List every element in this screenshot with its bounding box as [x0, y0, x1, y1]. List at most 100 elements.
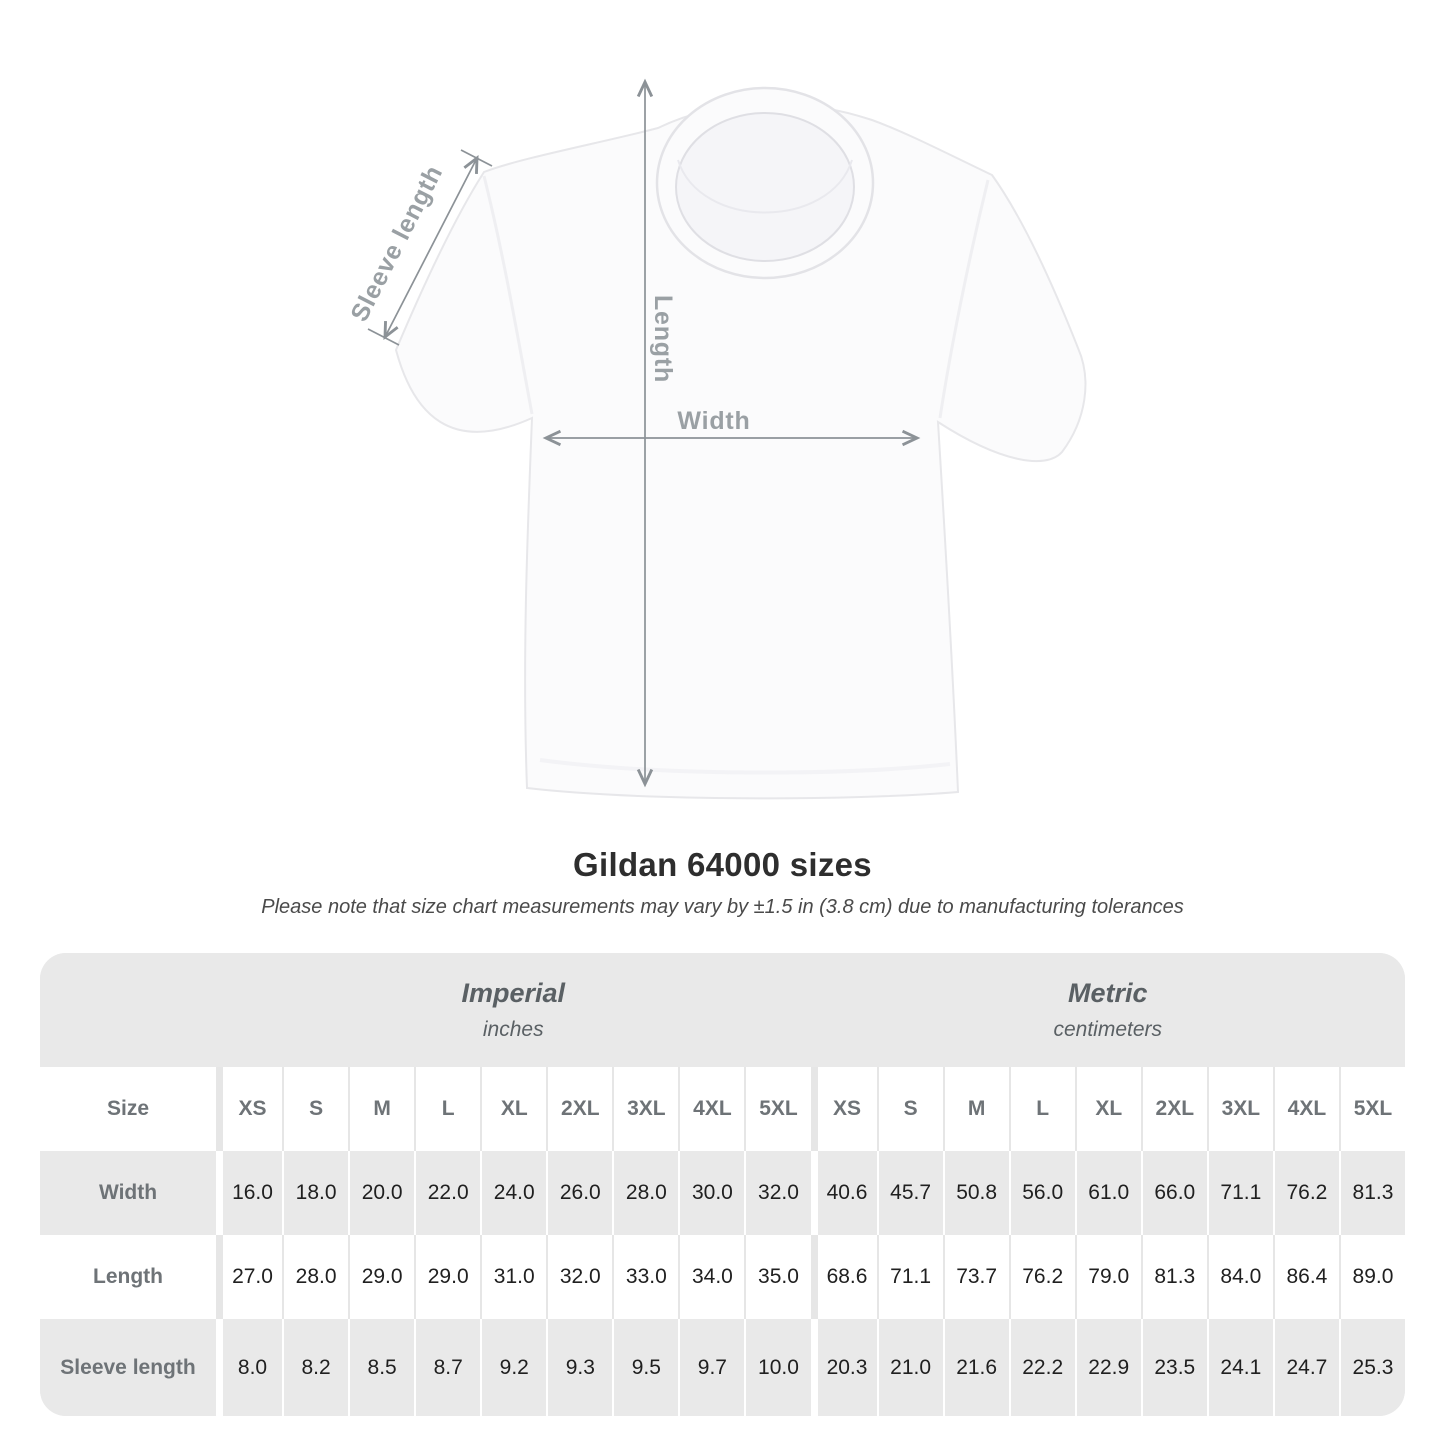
value-cell: 86.4	[1272, 1235, 1339, 1319]
size-col-header: 2XL	[1140, 1067, 1207, 1151]
size-col-header: M	[348, 1067, 415, 1151]
size-col-header: XS	[216, 1067, 283, 1151]
value-cell: 9.3	[546, 1319, 613, 1416]
value-cell: 26.0	[546, 1151, 613, 1235]
value-cell: 34.0	[678, 1235, 745, 1319]
value-cell: 32.0	[546, 1235, 613, 1319]
row-label: Width	[40, 1151, 216, 1235]
imperial-group-header: Imperial inches	[216, 953, 811, 1067]
width-label: Width	[677, 407, 750, 435]
collar-inner	[675, 112, 855, 262]
metric-label: Metric	[1067, 978, 1148, 1008]
value-cell: 18.0	[282, 1151, 349, 1235]
value-cell: 66.0	[1140, 1151, 1207, 1235]
value-cell: 81.3	[1338, 1151, 1405, 1235]
value-cell: 68.6	[810, 1235, 877, 1319]
value-cell: 79.0	[1074, 1235, 1141, 1319]
value-cell: 76.2	[1272, 1151, 1339, 1235]
value-cell: 31.0	[480, 1235, 547, 1319]
value-cell: 28.0	[612, 1151, 679, 1235]
size-col-header: M	[942, 1067, 1009, 1151]
value-cell: 22.0	[414, 1151, 481, 1235]
value-cell: 9.7	[678, 1319, 745, 1416]
table-corner-spacer	[40, 953, 216, 1067]
value-cell: 40.6	[810, 1151, 877, 1235]
value-cell: 45.7	[876, 1151, 943, 1235]
value-cell: 50.8	[942, 1151, 1009, 1235]
value-cell: 71.1	[1206, 1151, 1273, 1235]
tshirt-outline	[394, 102, 1087, 800]
size-col-header: 3XL	[612, 1067, 679, 1151]
value-cell: 76.2	[1008, 1235, 1075, 1319]
value-cell: 22.2	[1008, 1319, 1075, 1416]
value-cell: 8.5	[348, 1319, 415, 1416]
size-col-header: XL	[1074, 1067, 1141, 1151]
value-cell: 81.3	[1140, 1235, 1207, 1319]
value-cell: 56.0	[1008, 1151, 1075, 1235]
value-cell: 71.1	[876, 1235, 943, 1319]
size-col-header: 4XL	[1272, 1067, 1339, 1151]
sleeve-arrow	[383, 154, 479, 341]
value-cell: 20.0	[348, 1151, 415, 1235]
value-cell: 61.0	[1074, 1151, 1141, 1235]
hem-shading	[539, 758, 951, 775]
right-sleeve-seam	[938, 179, 990, 419]
value-cell: 25.3	[1338, 1319, 1405, 1416]
metric-unit: centimeters	[1053, 1018, 1163, 1041]
length-label: Length	[649, 295, 677, 383]
tolerance-note: Please note that size chart measurements…	[261, 896, 1184, 918]
size-col-header: S	[876, 1067, 943, 1151]
value-cell: 24.1	[1206, 1319, 1273, 1416]
size-table: Imperial inches Metric centimeters Size X…	[40, 953, 1405, 1416]
value-cell: 84.0	[1206, 1235, 1273, 1319]
size-col-header: 3XL	[1206, 1067, 1273, 1151]
value-cell: 27.0	[216, 1235, 283, 1319]
value-cell: 24.7	[1272, 1319, 1339, 1416]
tshirt-diagram-svg: Sleeve length Length Width	[345, 78, 1087, 800]
title-block: Gildan 64000 sizes Please note that size…	[0, 846, 1445, 919]
value-cell: 16.0	[216, 1151, 283, 1235]
value-cell: 9.2	[480, 1319, 547, 1416]
value-cell: 28.0	[282, 1235, 349, 1319]
size-col-header: S	[282, 1067, 349, 1151]
value-cell: 24.0	[480, 1151, 547, 1235]
size-col-header: XL	[480, 1067, 547, 1151]
value-cell: 8.7	[414, 1319, 481, 1416]
tshirt-measurement-diagram: Sleeve length Length Width	[345, 78, 1087, 800]
collar-rib-line	[677, 159, 853, 214]
imperial-label: Imperial	[461, 978, 566, 1008]
value-cell: 73.7	[942, 1235, 1009, 1319]
row-label: Sleeve length	[40, 1319, 216, 1416]
size-col-header: L	[414, 1067, 481, 1151]
value-cell: 9.5	[612, 1319, 679, 1416]
value-cell: 33.0	[612, 1235, 679, 1319]
row-label: Length	[40, 1235, 216, 1319]
value-cell: 10.0	[744, 1319, 811, 1416]
value-cell: 29.0	[414, 1235, 481, 1319]
sleeve-arrow-tick-bottom	[367, 328, 400, 346]
value-cell: 35.0	[744, 1235, 811, 1319]
imperial-unit: inches	[482, 1018, 544, 1041]
value-cell: 30.0	[678, 1151, 745, 1235]
value-cell: 21.0	[876, 1319, 943, 1416]
size-col-header: 4XL	[678, 1067, 745, 1151]
page-title: Gildan 64000 sizes	[573, 846, 872, 883]
value-cell: 29.0	[348, 1235, 415, 1319]
value-cell: 23.5	[1140, 1319, 1207, 1416]
size-header-label: Size	[40, 1067, 216, 1151]
size-col-header: 5XL	[1338, 1067, 1405, 1151]
size-col-header: XS	[810, 1067, 877, 1151]
value-cell: 8.0	[216, 1319, 283, 1416]
value-cell: 8.2	[282, 1319, 349, 1416]
metric-group-header: Metric centimeters	[810, 953, 1405, 1067]
sleeve-arrow-tick-top	[460, 149, 493, 167]
size-col-header: 2XL	[546, 1067, 613, 1151]
left-sleeve-seam	[482, 175, 534, 415]
value-cell: 22.9	[1074, 1319, 1141, 1416]
value-cell: 21.6	[942, 1319, 1009, 1416]
value-cell: 20.3	[810, 1319, 877, 1416]
size-col-header: L	[1008, 1067, 1075, 1151]
value-cell: 32.0	[744, 1151, 811, 1235]
value-cell: 89.0	[1338, 1235, 1405, 1319]
